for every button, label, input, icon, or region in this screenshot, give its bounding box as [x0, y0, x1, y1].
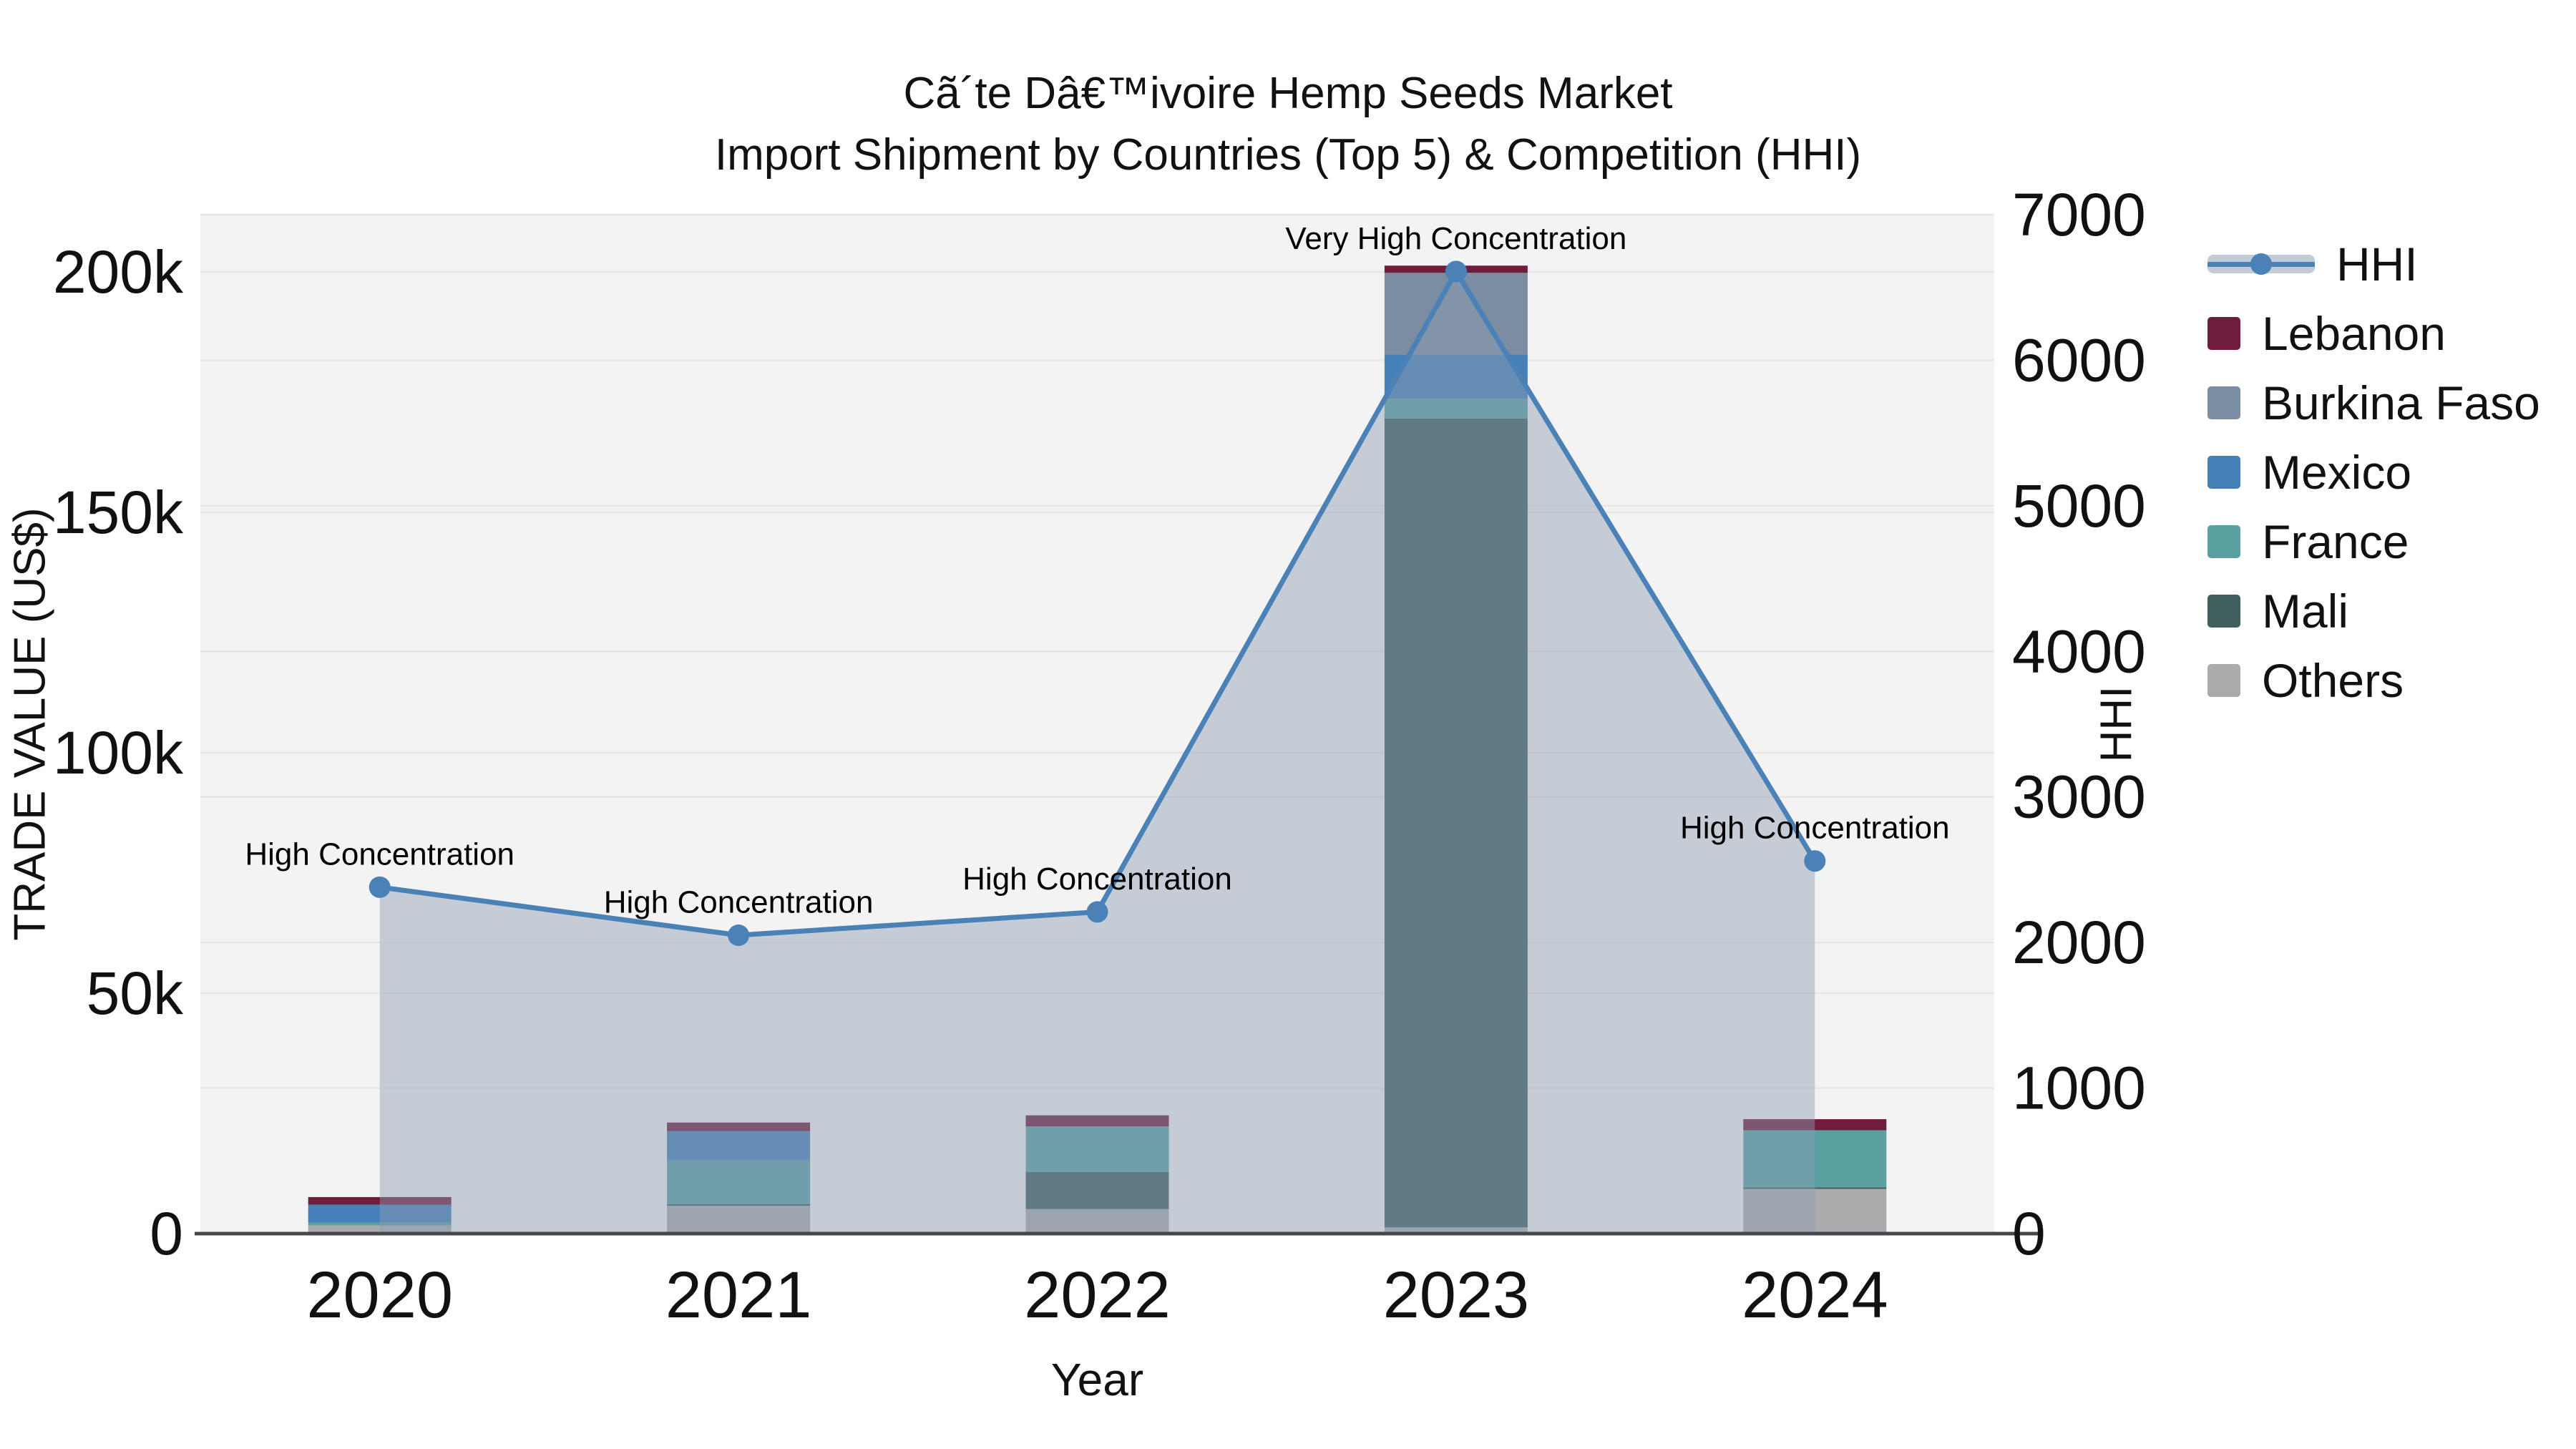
legend-label: Burkina Faso [2262, 376, 2540, 429]
y-right-tick-1000: 1000 [2012, 1055, 2146, 1122]
legend-hhi-line-swatch [2207, 248, 2315, 280]
y-left-tick-200k: 200k [53, 238, 184, 306]
legend-item-mali[interactable]: Mali [2207, 576, 2540, 645]
legend-label: HHI [2336, 237, 2418, 291]
hhi-marker-2021[interactable] [728, 924, 750, 946]
bar-segment-mali-2021[interactable] [667, 1204, 811, 1206]
bar-segment-others-2023[interactable] [1384, 1227, 1528, 1234]
x-axis-title: Year [1051, 1354, 1143, 1405]
hhi-marker-2020[interactable] [369, 876, 391, 898]
y-left-tick-50k: 50k [87, 960, 184, 1027]
legend-item-hhi[interactable]: HHI [2207, 229, 2540, 298]
hhi-area [379, 271, 1815, 1234]
y-right-tick-3000: 3000 [2012, 763, 2146, 831]
bar-segment-mali-2022[interactable] [1025, 1171, 1169, 1209]
annotation-2020: High Concentration [245, 836, 514, 872]
bar-segment-burkina-faso-2023[interactable] [1384, 273, 1528, 355]
y-right-tick-7000: 7000 [2012, 181, 2146, 248]
legend-item-france[interactable]: France [2207, 507, 2540, 576]
y-right-tick-0: 0 [2012, 1200, 2046, 1267]
x-tick-2023: 2023 [1383, 1259, 1530, 1332]
bar-segment-france-2023[interactable] [1384, 399, 1528, 419]
bar-segment-mexico-2023[interactable] [1384, 354, 1528, 399]
bar-segment-france-2021[interactable] [667, 1160, 811, 1205]
bar-segment-lebanon-2022[interactable] [1025, 1115, 1169, 1127]
annotation-2022: High Concentration [962, 862, 1232, 897]
bar-segment-mali-2024[interactable] [1743, 1187, 1887, 1189]
y-left-tick-100k: 100k [53, 719, 184, 786]
legend-label: Mexico [2262, 445, 2412, 499]
y-right-tick-6000: 6000 [2012, 326, 2146, 394]
legend-item-mexico[interactable]: Mexico [2207, 437, 2540, 507]
x-tick-2022: 2022 [1024, 1259, 1171, 1332]
y-left-tick-0: 0 [150, 1200, 183, 1267]
chart-title-line1: Cã´te Dâ€™ivoire Hemp Seeds Market [903, 69, 1673, 118]
annotation-2021: High Concentration [604, 884, 874, 919]
bar-segment-others-2020[interactable] [308, 1225, 452, 1234]
legend-swatch-mali [2207, 594, 2240, 628]
bar-segment-others-2024[interactable] [1743, 1189, 1887, 1234]
y-left-tick-150k: 150k [53, 479, 184, 546]
chart-title-line2: Import Shipment by Countries (Top 5) & C… [714, 130, 1862, 180]
plot-area [200, 215, 1994, 1234]
bar-segment-lebanon-2021[interactable] [667, 1122, 811, 1131]
bar-segment-others-2022[interactable] [1025, 1209, 1169, 1234]
bar-segment-mexico-2021[interactable] [667, 1131, 811, 1161]
bar-segment-france-2022[interactable] [1025, 1126, 1169, 1172]
legend-swatch-france [2207, 525, 2240, 558]
y-left-axis-title: TRADE VALUE (US$) [6, 507, 55, 940]
bar-segment-mali-2023[interactable] [1384, 418, 1528, 1228]
bar-segment-lebanon-2024[interactable] [1743, 1119, 1887, 1131]
hhi-marker-2023[interactable] [1445, 260, 1467, 283]
legend-swatch-burkina-faso [2207, 386, 2240, 419]
y-right-tick-4000: 4000 [2012, 618, 2146, 685]
bar-segment-france-2024[interactable] [1743, 1130, 1887, 1188]
legend-swatch-others [2207, 663, 2240, 697]
bar-segment-france-2020[interactable] [308, 1222, 452, 1226]
bar-segment-others-2021[interactable] [667, 1206, 811, 1234]
chart-title: Cã´te Dâ€™ivoire Hemp Seeds Market Import… [0, 63, 2576, 186]
legend-label: Others [2262, 653, 2404, 707]
y-right-tick-5000: 5000 [2012, 472, 2146, 540]
hhi-marker-2024[interactable] [1804, 850, 1826, 872]
x-tick-2021: 2021 [665, 1259, 812, 1332]
legend-label: Mali [2262, 584, 2349, 638]
bar-segment-lebanon-2020[interactable] [308, 1196, 452, 1205]
legend-item-burkina-faso[interactable]: Burkina Faso [2207, 368, 2540, 437]
legend-swatch-lebanon [2207, 316, 2240, 350]
annotation-2024: High Concentration [1680, 811, 1950, 846]
legend-label: France [2262, 514, 2409, 568]
hhi-marker-2022[interactable] [1086, 901, 1108, 923]
legend: HHI Lebanon Burkina Faso Mexico France Mali Ot… [2207, 229, 2540, 715]
x-tick-2020: 2020 [306, 1259, 453, 1332]
legend-label: Lebanon [2262, 306, 2446, 360]
bar-segment-mexico-2020[interactable] [308, 1204, 452, 1223]
y-right-axis-title: HHI [2092, 686, 2142, 763]
x-tick-2024: 2024 [1742, 1259, 1888, 1332]
legend-item-lebanon[interactable]: Lebanon [2207, 298, 2540, 368]
legend-item-others[interactable]: Others [2207, 645, 2540, 715]
y-right-tick-2000: 2000 [2012, 909, 2146, 976]
annotation-2023: Very High Concentration [1285, 221, 1626, 256]
legend-swatch-mexico [2207, 455, 2240, 489]
